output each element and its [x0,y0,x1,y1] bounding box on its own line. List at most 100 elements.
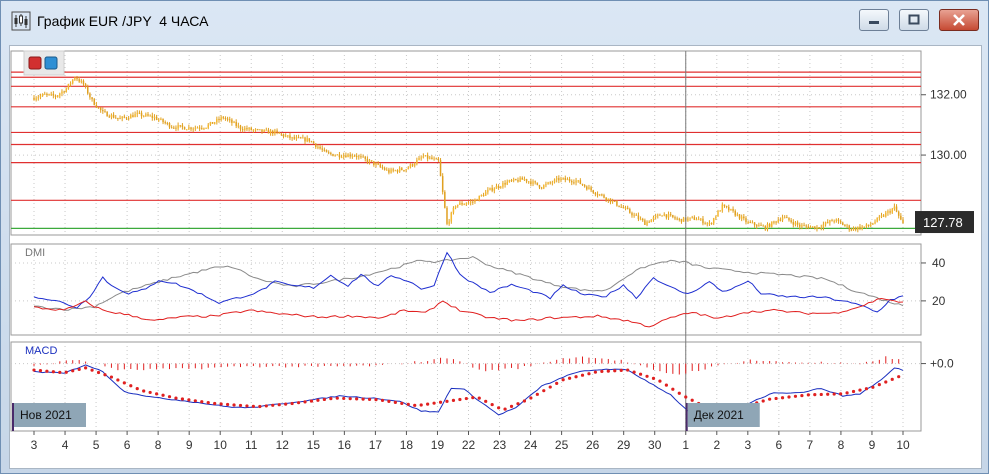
candle-body [689,217,691,219]
current-price-tag [915,211,974,234]
candle-body [347,154,349,158]
candle-body [859,226,861,229]
macd-signal-dot [348,397,352,401]
macd-signal-dot [464,396,468,401]
candle-body [41,94,44,96]
candle-body [437,158,440,161]
candle-body [790,220,792,223]
candle-body [317,146,319,148]
blue-square-button[interactable] [44,56,58,70]
candle-body [207,124,209,128]
candle-body [515,179,517,181]
candle-body [749,221,752,223]
window-title: График EUR /JPY 4 ЧАСА [37,13,209,29]
macd-signal-dot [187,398,191,402]
candle-body [35,98,37,100]
macd-signal-dot [671,387,675,391]
candle-body [551,182,554,184]
x-tick-label: 5 [93,438,100,452]
candle-body [822,224,825,228]
candle-body [224,118,227,120]
candle-body [183,126,186,130]
candle-body [474,199,476,202]
candle-body [601,194,603,196]
price-tick-label: 130.00 [930,148,967,162]
candle-body [74,77,76,80]
macd-signal-dot [284,402,288,406]
macd-signal-dot [251,404,256,409]
candle-body [803,225,805,227]
candle-body [201,128,203,130]
candle-body [676,218,678,220]
x-tick-label: 8 [838,438,845,452]
candle-body [534,181,536,183]
candle-body [121,116,123,119]
macd-signal-dot [142,389,146,393]
chart-svg[interactable]: 132.00 130.00 127.78 40 20 DMI +0.0 MACD Нов 202… [10,46,981,468]
candle-body [667,214,670,218]
candle-body [764,225,767,230]
candle-body [213,122,216,124]
macd-signal-dot [864,387,869,391]
candle-body [695,219,698,221]
candle-body [431,157,433,160]
candle-body [403,170,405,172]
candle-body [639,218,642,220]
candle-body [327,152,330,154]
dmi-title: DMI [25,247,45,259]
candle-body [848,225,850,230]
candle-body [882,215,885,217]
candle-body [252,129,255,131]
x-tick-label: 4 [62,438,69,452]
candle-body [136,112,138,115]
macd-signal-dot [174,396,178,400]
candle-body [119,118,121,120]
maximize-icon [908,14,920,25]
candle-body [388,169,390,173]
candle-body [106,111,108,117]
candle-body [302,137,304,139]
candle-body [261,129,263,132]
candle-body [611,200,614,203]
candle-body [824,222,827,225]
candle-body [250,127,253,131]
candle-body [254,129,257,131]
maximize-button[interactable] [899,9,929,31]
candle-body [295,137,298,139]
close-button[interactable] [939,9,979,31]
chart-area[interactable]: 132.00 130.00 127.78 40 20 DMI +0.0 MACD Нов 202… [9,45,982,469]
macd-signal-dot [200,400,204,404]
x-tick-label: 3 [744,438,751,452]
macd-signal-dot [296,401,301,405]
macd-signal-dot [277,403,281,407]
title-bar[interactable]: График EUR /JPY 4 ЧАСА [1,1,988,41]
candle-body [435,158,437,160]
red-square-button[interactable] [28,56,42,70]
candle-body [626,207,629,210]
candle-body [730,208,732,211]
macd-signal-dot [645,374,649,378]
candle-body [114,117,117,119]
macd-signal-dot [451,398,456,403]
candle-body [712,218,715,224]
macd-signal-dot [432,401,436,405]
candle-body [370,160,373,162]
macd-signal-dot [135,387,139,391]
candle-body [231,119,233,123]
macd-signal-dot [329,397,333,401]
candle-body [312,141,315,144]
candle-body [702,218,704,224]
macd-title: MACD [25,345,57,357]
candle-body [794,222,797,225]
candle-body [508,180,511,182]
x-tick-label: 1 [682,438,689,452]
candle-body [854,227,857,230]
candle-body [895,206,898,212]
candle-body [418,158,420,161]
macd-signal-dot [458,397,462,402]
candle-body [44,93,46,95]
minimize-button[interactable] [859,9,889,31]
candle-body [345,155,347,158]
candle-body [48,94,50,96]
candle-body [155,116,158,120]
